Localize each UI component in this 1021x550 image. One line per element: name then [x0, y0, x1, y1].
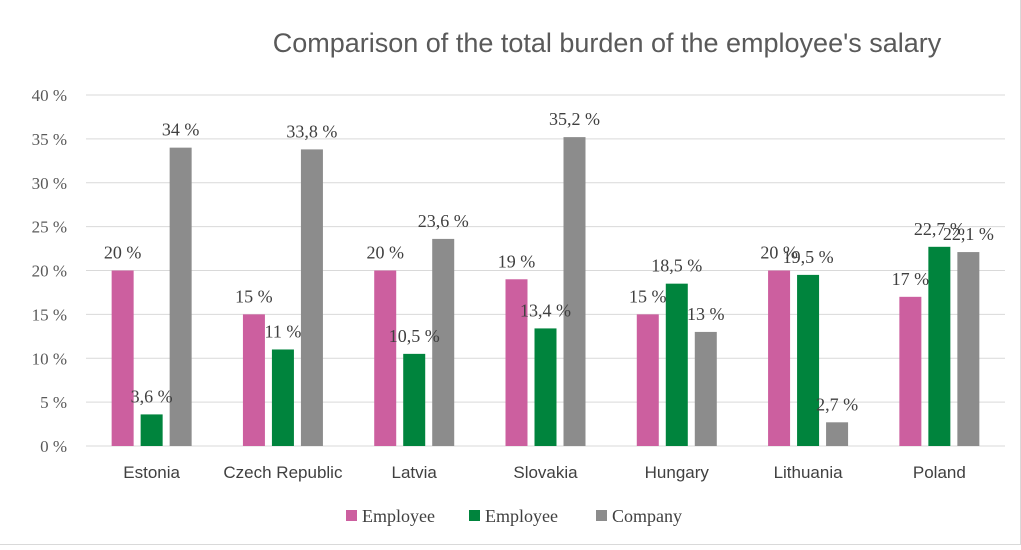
data-label: 15 %	[235, 286, 273, 306]
y-tick-label: 15 %	[32, 305, 67, 324]
data-label: 22,7 %	[914, 219, 965, 239]
y-tick-label: 10 %	[32, 349, 67, 368]
bars	[111, 137, 980, 446]
data-label: 20 %	[366, 243, 404, 263]
category-label: Latvia	[392, 463, 438, 482]
data-label: 13,4 %	[520, 300, 571, 320]
category-label: Poland	[913, 463, 966, 482]
bar	[169, 147, 192, 446]
category-label: Lithuania	[774, 463, 844, 482]
data-label: 22,1 %	[943, 224, 994, 244]
bar	[665, 283, 688, 446]
gridlines	[86, 94, 1005, 447]
y-tick-label: 40 %	[32, 86, 67, 105]
legend-swatch	[596, 510, 607, 521]
legend-label: Employee	[362, 506, 435, 526]
data-label: 23,6 %	[418, 211, 469, 231]
category-label: Slovakia	[513, 463, 578, 482]
data-label: 17 %	[892, 269, 930, 289]
category-label: Hungary	[645, 463, 710, 482]
data-label: 11 %	[265, 321, 302, 341]
data-label: 13 %	[687, 304, 725, 324]
bar	[534, 328, 557, 446]
bar	[957, 252, 980, 446]
x-axis-categories: Estonia Czech Republic Latvia Slovakia Hunga…	[123, 463, 966, 482]
data-label: 3,6 %	[131, 386, 173, 406]
bar	[797, 274, 820, 446]
bar	[899, 296, 922, 446]
y-tick-label: 5 %	[40, 393, 67, 412]
data-label: 20 %	[760, 243, 798, 263]
chart-title: Comparison of the total burden of the em…	[272, 28, 942, 58]
legend-swatch	[346, 510, 357, 521]
bar	[768, 270, 791, 446]
bar	[928, 246, 951, 446]
bar	[694, 331, 717, 446]
y-tick-label: 25 %	[32, 218, 67, 237]
legend-swatch	[469, 510, 480, 521]
bar	[271, 349, 294, 446]
data-label: 10,5 %	[389, 326, 440, 346]
data-label: 19 %	[498, 251, 536, 271]
y-tick-label: 35 %	[32, 130, 67, 149]
data-label: 15 %	[629, 286, 667, 306]
data-label: 35,2 %	[549, 109, 600, 129]
bar	[636, 314, 659, 446]
bar	[300, 149, 323, 446]
data-label: 19,5 %	[783, 247, 834, 267]
y-tick-label: 20 %	[32, 262, 67, 281]
legend: Employee Employee Company	[346, 506, 682, 526]
data-label: 20 %	[104, 243, 142, 263]
bar	[374, 270, 397, 446]
category-label: Estonia	[123, 463, 180, 482]
bar	[505, 279, 528, 446]
y-axis-ticks: 0 % 5 % 10 % 15 % 20 % 25 % 30 % 35 % 40 %	[32, 86, 67, 456]
data-label: 33,8 %	[286, 121, 337, 141]
y-tick-label: 0 %	[40, 437, 67, 456]
category-label: Czech Republic	[223, 463, 343, 482]
data-label: 34 %	[162, 120, 200, 140]
bar	[563, 137, 586, 446]
data-label: 18,5 %	[651, 256, 702, 276]
bar	[432, 238, 455, 446]
bar	[242, 314, 265, 446]
data-labels: 20 % 3,6 % 34 % 15 % 11 % 33,8 % 20 % 10,5 % 23,…	[104, 109, 994, 414]
bar	[826, 422, 849, 446]
bar	[403, 353, 426, 446]
data-label: 2,7 %	[816, 394, 858, 414]
legend-label: Employee	[485, 506, 558, 526]
y-tick-label: 30 %	[32, 174, 67, 193]
legend-label: Company	[612, 506, 682, 526]
bar	[111, 270, 134, 446]
bar	[140, 414, 163, 446]
